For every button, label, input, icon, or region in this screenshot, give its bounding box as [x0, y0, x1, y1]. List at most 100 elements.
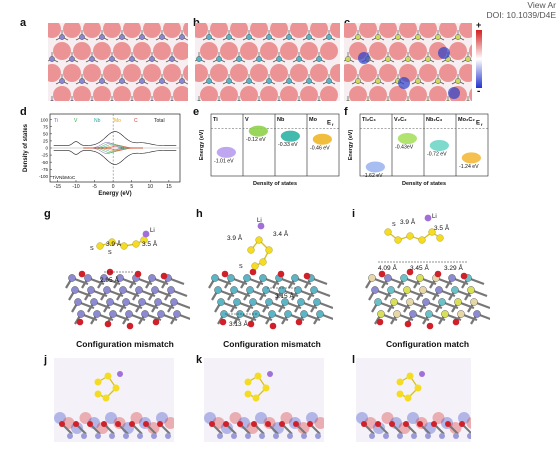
charge-blob — [379, 23, 397, 38]
value-label: -0.33 eV — [278, 142, 298, 148]
metal-atom — [383, 433, 389, 439]
charge-blob — [83, 64, 101, 82]
charge-lobe — [79, 412, 92, 424]
charge-blob — [349, 86, 367, 101]
value-label: -0.43eV — [395, 145, 414, 151]
metal-atom — [262, 286, 270, 294]
atom — [179, 34, 185, 40]
metal-atom — [425, 310, 433, 318]
charge-blob — [173, 86, 188, 101]
charge-blob — [270, 64, 288, 82]
metal-atom — [77, 310, 85, 318]
sulfur-atom — [406, 232, 414, 240]
structure-g: Li S S 3.9 Å 3.5 Å 2.95 Å — [65, 228, 190, 330]
atom — [119, 34, 125, 40]
charge-lobe — [156, 412, 168, 424]
atom — [346, 100, 350, 101]
panel-label-d: d — [20, 106, 27, 118]
oxygen-atom — [129, 421, 135, 427]
oxygen-atom — [265, 421, 271, 427]
atom — [217, 100, 221, 101]
legend-entry: Nb — [94, 118, 101, 124]
distance-label: 3.29 Å — [444, 263, 463, 272]
charge-blob — [210, 23, 228, 38]
metal-atom — [310, 286, 318, 294]
charge-blob — [330, 64, 340, 82]
lithium-atom — [419, 371, 425, 377]
y-tick-label: 50 — [43, 131, 49, 136]
atom — [197, 100, 201, 101]
panel-label-k: k — [196, 354, 203, 366]
charge-blob — [123, 23, 141, 38]
charge-blob — [439, 64, 457, 82]
sulfur-atom — [254, 372, 262, 380]
charge-blob — [200, 86, 218, 101]
atom — [169, 56, 175, 62]
oxygen-atom — [87, 421, 93, 427]
charge-lobe — [164, 417, 174, 429]
atom — [110, 100, 114, 101]
atom — [257, 100, 261, 101]
metal-atom — [313, 298, 321, 306]
atom — [415, 78, 421, 84]
metal-atom — [403, 286, 411, 294]
charge-blob — [183, 64, 188, 82]
charge-blob — [280, 86, 298, 101]
panel-label-f: f — [344, 106, 348, 118]
metal-atom — [467, 433, 471, 439]
atom — [159, 34, 165, 40]
charge-blob — [153, 86, 171, 101]
distance-label: 3.15 Å — [275, 291, 294, 300]
metal-atom — [106, 298, 114, 306]
map-c-svg — [344, 23, 472, 101]
charge-blob — [173, 42, 188, 60]
metal-atom — [387, 286, 395, 294]
sulfur-atom — [396, 378, 404, 386]
atom — [130, 100, 134, 101]
charge-blob — [240, 42, 258, 60]
fermi-label-sub: f — [332, 122, 334, 127]
oxygen-atom — [223, 421, 229, 427]
y-tick-label: 75 — [43, 124, 49, 129]
sulfur-atom — [94, 390, 102, 398]
charge-lobe — [449, 422, 462, 434]
atom — [179, 78, 185, 84]
x-tick-label: 15 — [166, 184, 172, 190]
metal-atom — [249, 298, 257, 306]
sulfur-atom — [251, 262, 259, 270]
d-band-center-mark — [461, 152, 481, 164]
oxygen-atom — [279, 421, 285, 427]
charge-blob — [195, 23, 208, 38]
lithium-atom — [117, 371, 123, 377]
legend-entry: Mo — [114, 118, 121, 124]
metal-atom — [393, 310, 401, 318]
charge-blob — [230, 23, 248, 38]
sulfur-atom — [404, 394, 412, 402]
metal-atom — [369, 433, 375, 439]
charge-blob — [320, 86, 338, 101]
charge-blob — [359, 23, 377, 38]
value-label: -1.01 eV — [214, 158, 234, 164]
oxygen-atom — [375, 421, 381, 427]
charge-blob — [389, 86, 407, 101]
charge-blob — [113, 42, 131, 60]
lithium-atom — [424, 214, 432, 222]
background — [54, 358, 174, 442]
category-label: Mo₂C₂ — [458, 117, 475, 123]
metal-atom — [67, 433, 73, 439]
oxygen-atom — [115, 421, 121, 427]
charge-blob — [163, 23, 181, 38]
metal-atom — [390, 298, 398, 306]
metal-atom — [259, 274, 267, 282]
metal-atom — [81, 433, 87, 439]
atom — [276, 56, 282, 62]
oxygen-atom — [157, 421, 163, 427]
atom — [69, 56, 75, 62]
metal-atom — [214, 286, 222, 294]
charge-blob — [280, 42, 298, 60]
atom — [206, 78, 212, 84]
y-tick-label: -25 — [41, 153, 48, 158]
sulfur-atom — [132, 240, 140, 248]
atom — [216, 56, 222, 62]
